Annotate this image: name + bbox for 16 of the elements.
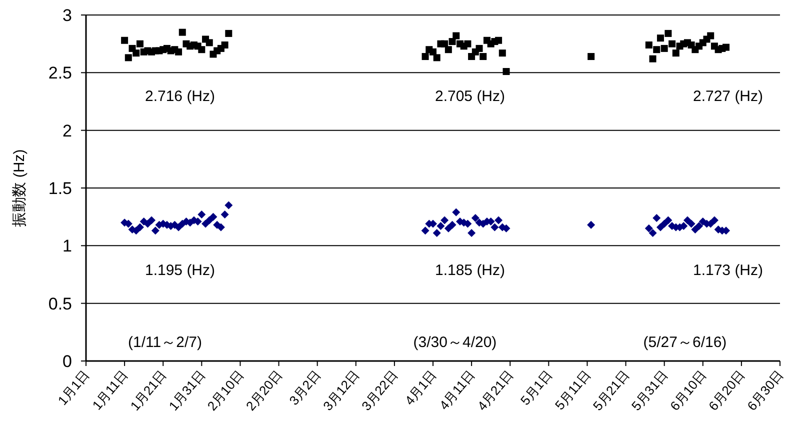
y-tick-label: 2: [62, 121, 72, 140]
annotation: (1/11～2/7): [128, 334, 202, 351]
annotation: 2.705 (Hz): [434, 88, 506, 105]
y-tick-label: 1: [62, 236, 72, 256]
y-tick-label: 3: [62, 6, 72, 25]
annotation: (5/27～6/16): [643, 334, 727, 351]
y-tick-label: 0.5: [48, 294, 72, 314]
y-tick-label: 2.5: [48, 64, 72, 83]
annotation: 2.727 (Hz): [692, 88, 764, 105]
annotation: 2.716 (Hz): [144, 88, 216, 105]
y-tick-label: 1.5: [48, 179, 72, 198]
annotation: 1.173 (Hz): [692, 262, 764, 279]
annotation: (3/30～4/20): [413, 334, 497, 351]
annotation: 1.195 (Hz): [144, 262, 216, 279]
annotation: 1.185 (Hz): [434, 262, 506, 279]
y-axis-title: 振動数 (Hz): [11, 149, 28, 227]
